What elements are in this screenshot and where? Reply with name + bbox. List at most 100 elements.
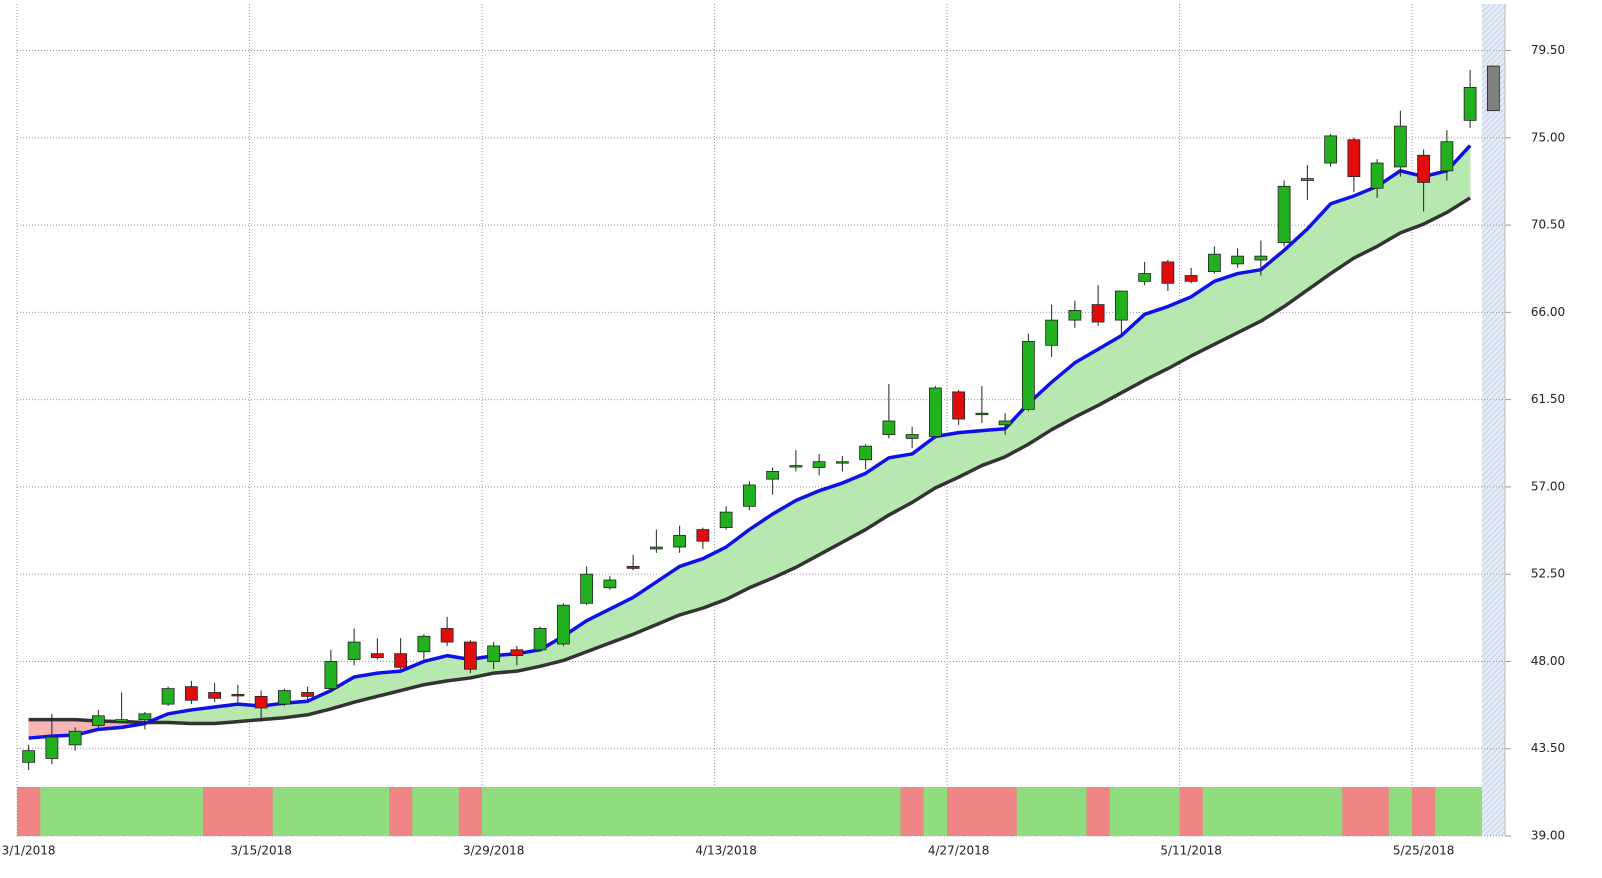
candle-body — [161, 688, 175, 705]
x-tick-label: 4/27/2018 — [928, 844, 990, 858]
signal-cell — [784, 787, 808, 836]
y-tick-label: 48.00 — [1531, 654, 1565, 668]
signal-cell — [1295, 787, 1320, 836]
y-tick-label: 43.50 — [1531, 741, 1565, 755]
moving-average-line — [28, 144, 1472, 740]
x-tick-label: 3/1/2018 — [2, 844, 56, 858]
y-tick-label: 57.00 — [1531, 479, 1565, 493]
signal-cell — [830, 787, 855, 836]
signal-cell — [970, 787, 994, 836]
signal-cell — [923, 787, 948, 836]
candle-body — [928, 387, 942, 437]
candle-body — [1207, 253, 1221, 273]
signal-cell — [1086, 787, 1111, 836]
signal-cell — [296, 787, 320, 836]
candle-body — [1370, 162, 1384, 189]
y-tick-label: 52.50 — [1531, 567, 1565, 581]
signal-cell — [86, 787, 111, 836]
signal-cell — [1365, 787, 1390, 836]
candle-body — [208, 692, 222, 699]
candle-body — [91, 715, 105, 726]
candle-body — [394, 653, 408, 668]
signal-cell — [807, 787, 832, 836]
signal-cell — [877, 787, 901, 836]
candle-body — [463, 641, 477, 670]
signal-cell — [133, 787, 157, 836]
signal-cell — [993, 787, 1018, 836]
candle-body — [277, 690, 291, 705]
candle-body — [533, 628, 547, 651]
candle-body — [115, 719, 129, 722]
candle-body — [1021, 341, 1035, 410]
signal-cell — [482, 787, 506, 836]
candle-body — [347, 641, 361, 660]
y-tick-label: 70.50 — [1531, 218, 1565, 232]
candle-body — [1486, 65, 1500, 112]
x-tick-label: 4/13/2018 — [695, 844, 757, 858]
signal-cell — [458, 787, 483, 836]
signal-cell — [365, 787, 390, 836]
candle-body — [1231, 255, 1245, 265]
signal-cell — [1063, 787, 1087, 836]
signal-cell — [1342, 787, 1366, 836]
signal-cell — [644, 787, 669, 836]
signal-cell — [1016, 787, 1041, 836]
signal-cell — [1156, 787, 1180, 836]
candle-body — [719, 511, 733, 529]
signal-cell — [900, 787, 925, 836]
signal-cell — [226, 787, 250, 836]
signal-cell — [528, 787, 553, 836]
signal-cell — [179, 787, 204, 836]
y-tick-label: 66.00 — [1531, 305, 1565, 319]
signal-cell — [249, 787, 274, 836]
candle-body — [580, 573, 594, 604]
candle-body — [324, 661, 338, 690]
candle-body — [1138, 273, 1152, 282]
candle-body — [952, 391, 966, 420]
candle-body — [370, 653, 384, 658]
x-tick-label: 5/11/2018 — [1160, 844, 1222, 858]
candle-body — [859, 445, 873, 461]
candle-body — [254, 695, 268, 709]
candle-body — [1277, 185, 1291, 243]
signal-cell — [203, 787, 227, 836]
candle-body — [1254, 255, 1268, 261]
moving-average-line — [28, 196, 1472, 726]
candle-body — [487, 645, 501, 662]
candle-body — [905, 434, 919, 439]
signal-cell — [1412, 787, 1436, 836]
candle-body — [22, 750, 36, 763]
candle-body — [1324, 135, 1338, 164]
y-tick-label: 39.00 — [1531, 829, 1565, 843]
signal-cell — [63, 787, 88, 836]
candle-body — [1045, 319, 1059, 346]
candle-body — [231, 694, 245, 697]
signal-cell — [1319, 787, 1343, 836]
y-tick-label: 79.50 — [1531, 43, 1565, 57]
candle-body — [603, 579, 617, 589]
signal-cell — [621, 787, 646, 836]
signal-cell — [17, 787, 41, 836]
x-tick-label: 3/15/2018 — [230, 844, 292, 858]
candle-body — [998, 420, 1012, 426]
candle-body — [184, 686, 198, 701]
signal-cell — [714, 787, 739, 836]
signal-cell — [389, 787, 413, 836]
signal-cell — [575, 787, 599, 836]
candle-body — [1417, 154, 1431, 183]
signal-cell — [1249, 787, 1273, 836]
signal-cell — [1179, 787, 1204, 836]
x-tick-label: 5/25/2018 — [1393, 844, 1455, 858]
signal-cell — [319, 787, 343, 836]
candle-body — [626, 566, 640, 569]
signal-cell — [761, 787, 785, 836]
candle-body — [975, 412, 989, 416]
candle-body — [417, 635, 431, 653]
signal-cell — [1226, 787, 1250, 836]
pending-area — [1481, 4, 1505, 836]
signal-cell — [40, 787, 64, 836]
signal-cell — [691, 787, 715, 836]
y-tick-label: 61.50 — [1531, 392, 1565, 406]
candle-body — [1347, 139, 1361, 178]
